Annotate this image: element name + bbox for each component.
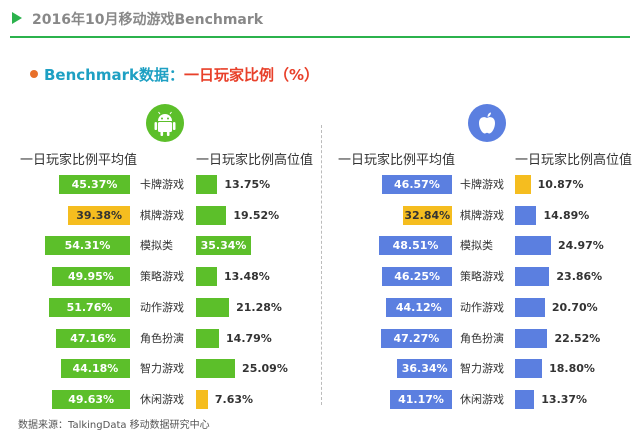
average-value-label: 44.12% bbox=[395, 300, 442, 314]
column-header-average: 一日玩家比例平均值 bbox=[20, 153, 138, 168]
average-bar bbox=[382, 267, 452, 287]
high-bar bbox=[196, 389, 208, 409]
average-value-label: 46.25% bbox=[394, 270, 441, 284]
high-bar bbox=[515, 297, 545, 317]
high-bar bbox=[515, 205, 537, 225]
column-header-high: 一日玩家比例高位值 bbox=[515, 153, 633, 168]
high-value-label: 18.80% bbox=[549, 362, 595, 376]
high-bar bbox=[515, 389, 535, 409]
average-bar bbox=[45, 236, 130, 256]
high-bar bbox=[515, 359, 543, 379]
high-value-label: 22.52% bbox=[554, 331, 601, 345]
high-value-label: 14.89% bbox=[543, 208, 590, 222]
category-label: 棋牌游戏 bbox=[460, 208, 504, 222]
subtitle-part1: Benchmark数据： bbox=[44, 66, 184, 84]
high-bar bbox=[196, 328, 220, 348]
category-label: 智力游戏 bbox=[140, 362, 184, 376]
average-value-label: 54.31% bbox=[64, 239, 111, 253]
high-value-label: 14.79% bbox=[226, 331, 272, 345]
page-header: 2016年10月移动游戏Benchmark bbox=[0, 0, 640, 40]
high-bar bbox=[196, 175, 218, 194]
high-value-label: 13.75% bbox=[224, 178, 271, 191]
high-bar bbox=[196, 297, 230, 317]
average-value-label: 36.34% bbox=[401, 362, 448, 376]
high-bar bbox=[196, 359, 236, 379]
average-bar bbox=[379, 236, 452, 256]
average-value-label: 47.27% bbox=[393, 331, 440, 345]
average-value-label: 46.57% bbox=[394, 178, 440, 191]
category-label: 休闲游戏 bbox=[460, 392, 504, 406]
panel-divider bbox=[321, 125, 322, 405]
category-label: 卡牌游戏 bbox=[140, 178, 184, 191]
header-divider bbox=[10, 36, 630, 38]
section-subtitle: Benchmark数据：一日玩家比例（%） bbox=[30, 64, 319, 85]
average-value-label: 32.84% bbox=[404, 208, 451, 222]
high-bar bbox=[196, 267, 217, 287]
average-bar bbox=[58, 175, 130, 194]
subtitle-part2: 一日玩家比例（%） bbox=[183, 66, 320, 84]
high-bar bbox=[515, 267, 550, 287]
android-icon bbox=[146, 104, 184, 142]
category-label: 模拟类 bbox=[140, 239, 173, 253]
average-bar bbox=[60, 359, 130, 379]
high-value-label: 24.97% bbox=[558, 239, 604, 253]
average-value-label: 45.37% bbox=[71, 178, 118, 191]
high-value-label: 25.09% bbox=[242, 362, 288, 376]
average-bar bbox=[51, 267, 130, 287]
average-value-label: 49.63% bbox=[68, 392, 115, 406]
high-value-label: 13.48% bbox=[223, 270, 270, 284]
category-label: 棋牌游戏 bbox=[140, 208, 184, 222]
high-bar bbox=[515, 328, 548, 348]
category-label: 智力游戏 bbox=[460, 362, 504, 376]
category-label: 策略游戏 bbox=[460, 270, 504, 284]
average-value-label: 49.95% bbox=[67, 270, 114, 284]
high-value-label: 35.34% bbox=[200, 239, 247, 253]
average-bar bbox=[385, 297, 452, 317]
average-value-label: 39.38% bbox=[76, 208, 123, 222]
category-label: 角色扮演 bbox=[140, 331, 184, 345]
column-header-high: 一日玩家比例高位值 bbox=[196, 153, 314, 168]
average-value-label: 47.16% bbox=[70, 331, 116, 345]
source-note: 数据来源：TalkingData 移动数据研究中心 bbox=[18, 420, 210, 431]
average-bar bbox=[48, 297, 130, 317]
high-bar bbox=[196, 205, 227, 225]
category-label: 模拟类 bbox=[460, 239, 493, 253]
average-value-label: 44.18% bbox=[72, 362, 119, 376]
high-bar bbox=[196, 236, 251, 256]
average-value-label: 41.17% bbox=[398, 392, 444, 406]
high-value-label: 7.63% bbox=[214, 392, 254, 406]
category-label: 策略游戏 bbox=[140, 270, 184, 284]
high-value-label: 10.87% bbox=[537, 178, 584, 191]
average-bar bbox=[56, 328, 130, 348]
page-title: 2016年10月移动游戏Benchmark bbox=[32, 12, 264, 28]
play-icon bbox=[12, 12, 22, 24]
high-bar bbox=[515, 236, 551, 256]
high-bar bbox=[515, 175, 531, 194]
average-value-label: 51.76% bbox=[66, 300, 113, 314]
high-value-label: 13.37% bbox=[541, 392, 588, 406]
category-label: 休闲游戏 bbox=[140, 392, 184, 406]
category-label: 动作游戏 bbox=[140, 300, 184, 314]
category-label: 动作游戏 bbox=[460, 300, 504, 314]
average-bar bbox=[68, 205, 130, 225]
category-label: 角色扮演 bbox=[460, 331, 504, 345]
high-value-label: 19.52% bbox=[233, 208, 280, 222]
average-bar bbox=[390, 389, 452, 409]
column-header-average: 一日玩家比例平均值 bbox=[338, 153, 456, 168]
high-value-label: 20.70% bbox=[551, 300, 598, 314]
average-value-label: 48.51% bbox=[392, 239, 439, 253]
average-bar bbox=[380, 328, 452, 348]
high-value-label: 23.86% bbox=[556, 270, 603, 284]
apple-icon bbox=[468, 104, 506, 142]
category-label: 卡牌游戏 bbox=[460, 178, 504, 191]
average-bar bbox=[397, 359, 452, 379]
average-bar bbox=[52, 389, 130, 409]
average-bar bbox=[402, 205, 452, 225]
high-value-label: 21.28% bbox=[236, 300, 282, 314]
bullet-icon bbox=[30, 69, 38, 78]
average-bar bbox=[381, 175, 452, 194]
